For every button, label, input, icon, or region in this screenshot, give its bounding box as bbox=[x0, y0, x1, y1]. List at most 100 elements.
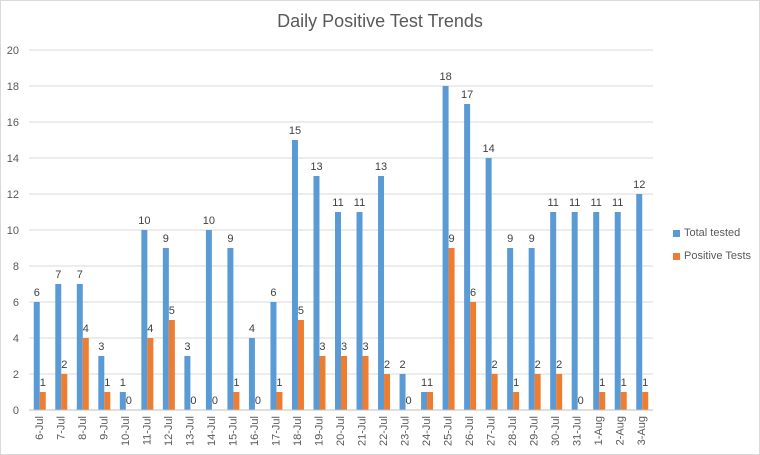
bar-total-tested bbox=[270, 302, 277, 410]
data-label-total-tested: 1 bbox=[421, 377, 427, 389]
y-tick-label: 12 bbox=[7, 189, 19, 201]
data-label-positive-tests: 0 bbox=[212, 395, 218, 407]
x-tick-label: 9-Jul bbox=[98, 416, 110, 440]
x-tick-label: 12-Jul bbox=[163, 416, 175, 446]
data-label-positive-tests: 1 bbox=[233, 377, 239, 389]
data-label-total-tested: 9 bbox=[227, 233, 233, 245]
x-tick-label: 18-Jul bbox=[292, 416, 304, 446]
bar-total-tested bbox=[33, 302, 40, 410]
x-tick-label: 10-Jul bbox=[120, 416, 132, 446]
x-tick-label: 20-Jul bbox=[335, 416, 347, 446]
data-label-positive-tests: 3 bbox=[341, 341, 347, 353]
legend-swatch-positive-tests bbox=[673, 252, 680, 260]
data-label-positive-tests: 1 bbox=[40, 377, 46, 389]
bar-positive-tests bbox=[104, 392, 111, 410]
x-tick-label: 14-Jul bbox=[206, 416, 218, 446]
y-tick-label: 8 bbox=[13, 261, 19, 273]
x-tick-label: 26-Jul bbox=[464, 416, 476, 446]
y-tick-label: 2 bbox=[13, 369, 19, 381]
data-label-total-tested: 11 bbox=[354, 197, 365, 209]
y-tick-label: 16 bbox=[7, 117, 19, 129]
bar-positive-tests bbox=[620, 392, 627, 410]
bar-total-tested bbox=[119, 392, 126, 410]
bar-total-tested bbox=[442, 86, 449, 410]
x-tick-label: 7-Jul bbox=[55, 416, 67, 440]
data-label-total-tested: 6 bbox=[270, 287, 276, 299]
bar-positive-tests bbox=[642, 392, 649, 410]
data-label-positive-tests: 2 bbox=[556, 359, 562, 371]
bar-total-tested bbox=[248, 338, 255, 410]
data-label-positive-tests: 5 bbox=[298, 305, 304, 317]
bar-total-tested bbox=[98, 356, 105, 410]
y-tick-label: 18 bbox=[7, 81, 19, 93]
legend-label-positive-tests: Positive Tests bbox=[684, 250, 752, 262]
bar-total-tested bbox=[335, 212, 341, 410]
data-label-positive-tests: 4 bbox=[83, 323, 89, 335]
data-label-positive-tests: 3 bbox=[362, 341, 368, 353]
data-label-total-tested: 10 bbox=[138, 215, 150, 227]
data-label-positive-tests: 3 bbox=[319, 341, 325, 353]
data-label-total-tested: 10 bbox=[203, 215, 215, 227]
bar-total-tested bbox=[76, 284, 83, 410]
data-label-total-tested: 12 bbox=[633, 179, 645, 191]
data-label-total-tested: 7 bbox=[55, 269, 61, 281]
x-tick-label: 17-Jul bbox=[270, 416, 282, 446]
chart-title: Daily Positive Test Trends bbox=[277, 11, 483, 31]
bar-positive-tests bbox=[276, 392, 283, 410]
bar-positive-tests bbox=[341, 356, 347, 410]
data-label-total-tested: 4 bbox=[249, 323, 255, 335]
data-label-total-tested: 3 bbox=[184, 341, 190, 353]
bar-positive-tests bbox=[39, 392, 46, 410]
x-tick-label: 21-Jul bbox=[357, 416, 369, 446]
data-label-total-tested: 11 bbox=[332, 197, 343, 209]
data-label-positive-tests: 0 bbox=[126, 395, 132, 407]
bar-positive-tests bbox=[491, 374, 498, 410]
data-label-positive-tests: 0 bbox=[405, 395, 411, 407]
data-label-positive-tests: 0 bbox=[578, 395, 584, 407]
data-label-total-tested: 11 bbox=[612, 197, 623, 209]
x-tick-label: 29-Jul bbox=[529, 416, 541, 446]
data-label-total-tested: 7 bbox=[77, 269, 83, 281]
bar-total-tested bbox=[227, 248, 234, 410]
data-label-total-tested: 9 bbox=[163, 233, 169, 245]
data-label-total-tested: 17 bbox=[461, 89, 473, 101]
x-tick-label: 22-Jul bbox=[378, 416, 390, 446]
bar-total-tested bbox=[205, 230, 212, 410]
data-label-positive-tests: 1 bbox=[599, 377, 605, 389]
bar-positive-tests bbox=[470, 302, 477, 410]
bar-positive-tests bbox=[233, 392, 240, 410]
bar-total-tested bbox=[162, 248, 169, 410]
data-label-positive-tests: 1 bbox=[427, 377, 433, 389]
bar-total-tested bbox=[614, 212, 621, 410]
bar-positive-tests bbox=[427, 392, 434, 410]
y-tick-label: 0 bbox=[13, 405, 19, 417]
x-tick-label: 2-Aug bbox=[615, 416, 627, 445]
data-label-total-tested: 6 bbox=[34, 287, 40, 299]
data-label-positive-tests: 4 bbox=[147, 323, 153, 335]
x-tick-label: 31-Jul bbox=[572, 416, 584, 446]
x-tick-label: 1-Aug bbox=[593, 416, 605, 445]
bar-total-tested bbox=[55, 284, 62, 410]
data-label-total-tested: 3 bbox=[98, 341, 104, 353]
data-label-positive-tests: 1 bbox=[642, 377, 648, 389]
x-tick-label: 28-Jul bbox=[507, 416, 519, 446]
bar-total-tested bbox=[528, 248, 535, 410]
y-tick-label: 10 bbox=[7, 225, 19, 237]
data-label-total-tested: 2 bbox=[399, 359, 405, 371]
data-label-total-tested: 13 bbox=[375, 161, 387, 173]
bar-positive-tests bbox=[147, 338, 154, 410]
data-label-total-tested: 9 bbox=[529, 233, 535, 245]
x-tick-label: 30-Jul bbox=[550, 416, 562, 446]
data-label-positive-tests: 2 bbox=[61, 359, 67, 371]
bar-total-tested bbox=[550, 212, 557, 410]
data-label-positive-tests: 2 bbox=[535, 359, 541, 371]
bar-total-tested bbox=[593, 212, 600, 410]
bar-positive-tests bbox=[319, 356, 326, 410]
data-label-total-tested: 15 bbox=[289, 125, 301, 137]
data-label-positive-tests: 9 bbox=[449, 233, 455, 245]
x-tick-label: 23-Jul bbox=[400, 416, 412, 446]
bar-total-tested bbox=[313, 176, 320, 410]
x-tick-label: 8-Jul bbox=[77, 416, 89, 440]
